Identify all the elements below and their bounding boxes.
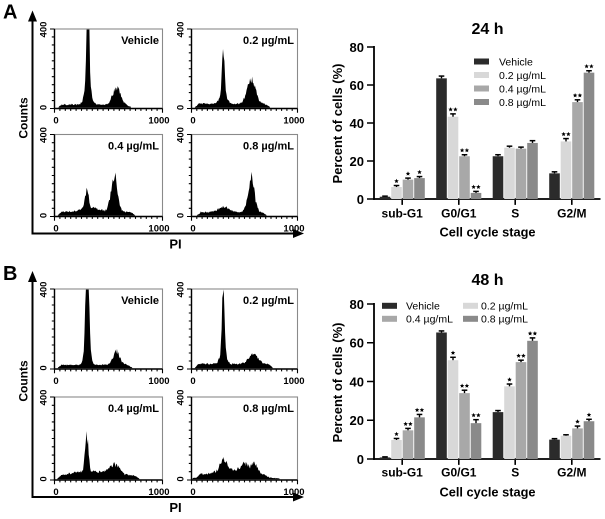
svg-text:400: 400 bbox=[39, 282, 50, 298]
svg-text:0.8 µg/mL: 0.8 µg/mL bbox=[243, 403, 294, 415]
svg-text:0.4 µg/mL: 0.4 µg/mL bbox=[406, 314, 453, 326]
svg-text:0: 0 bbox=[53, 223, 58, 234]
svg-text:20: 20 bbox=[350, 154, 364, 169]
svg-text:0.4 µg/mL: 0.4 µg/mL bbox=[108, 403, 159, 415]
svg-text:0: 0 bbox=[53, 487, 58, 498]
svg-text:Counts: Counts bbox=[17, 97, 31, 139]
svg-text:400: 400 bbox=[39, 390, 50, 406]
svg-text:S: S bbox=[511, 465, 519, 479]
svg-text:0: 0 bbox=[53, 376, 58, 387]
svg-text:1000: 1000 bbox=[148, 115, 169, 126]
svg-text:G2/M: G2/M bbox=[557, 206, 586, 220]
svg-text:400: 400 bbox=[39, 127, 50, 143]
svg-text:0: 0 bbox=[190, 487, 195, 498]
svg-text:0: 0 bbox=[357, 192, 364, 207]
svg-text:0.4 µg/mL: 0.4 µg/mL bbox=[108, 141, 159, 153]
svg-text:400: 400 bbox=[39, 22, 50, 38]
svg-text:40: 40 bbox=[350, 116, 364, 131]
svg-text:Cell cycle stage: Cell cycle stage bbox=[439, 225, 535, 240]
svg-text:0: 0 bbox=[39, 365, 50, 370]
svg-text:80: 80 bbox=[350, 297, 364, 312]
svg-text:0.8 µg/mL: 0.8 µg/mL bbox=[481, 314, 528, 326]
svg-text:400: 400 bbox=[176, 390, 187, 406]
svg-text:Vehicle: Vehicle bbox=[121, 35, 159, 47]
svg-text:0: 0 bbox=[53, 115, 58, 126]
svg-text:1000: 1000 bbox=[283, 487, 304, 498]
svg-text:0.2 µg/mL: 0.2 µg/mL bbox=[499, 70, 546, 82]
svg-text:0.4 µg/mL: 0.4 µg/mL bbox=[499, 83, 546, 95]
svg-text:0.2 µg/mL: 0.2 µg/mL bbox=[481, 301, 528, 313]
svg-text:0: 0 bbox=[190, 115, 195, 126]
svg-text:G0/G1: G0/G1 bbox=[441, 465, 477, 479]
svg-text:1000: 1000 bbox=[148, 223, 169, 234]
svg-text:S: S bbox=[511, 206, 519, 220]
svg-text:60: 60 bbox=[350, 78, 364, 93]
svg-text:0: 0 bbox=[190, 376, 195, 387]
svg-text:PI: PI bbox=[169, 237, 181, 252]
svg-text:Counts: Counts bbox=[17, 360, 31, 402]
svg-text:40: 40 bbox=[350, 374, 364, 389]
svg-text:G2/M: G2/M bbox=[557, 465, 586, 479]
svg-text:0: 0 bbox=[39, 213, 50, 218]
svg-text:400: 400 bbox=[176, 282, 187, 298]
svg-text:1000: 1000 bbox=[148, 487, 169, 498]
svg-text:0.2 µg/mL: 0.2 µg/mL bbox=[243, 295, 294, 307]
svg-text:0: 0 bbox=[176, 365, 187, 370]
svg-text:1000: 1000 bbox=[283, 376, 304, 387]
svg-text:60: 60 bbox=[350, 336, 364, 351]
svg-text:Cell cycle stage: Cell cycle stage bbox=[439, 485, 535, 500]
svg-text:0: 0 bbox=[176, 476, 187, 481]
svg-text:Vehicle: Vehicle bbox=[499, 56, 533, 68]
svg-text:0: 0 bbox=[357, 452, 364, 467]
svg-text:0.8 µg/mL: 0.8 µg/mL bbox=[243, 141, 294, 153]
svg-text:Percent of cells (%): Percent of cells (%) bbox=[330, 323, 345, 443]
svg-text:sub-G1: sub-G1 bbox=[382, 206, 424, 220]
svg-text:PI: PI bbox=[169, 500, 181, 515]
svg-text:Vehicle: Vehicle bbox=[406, 301, 440, 313]
svg-text:0.2 µg/mL: 0.2 µg/mL bbox=[243, 35, 294, 47]
svg-text:1000: 1000 bbox=[283, 223, 304, 234]
svg-text:G0/G1: G0/G1 bbox=[441, 206, 477, 220]
svg-text:400: 400 bbox=[176, 127, 187, 143]
svg-text:80: 80 bbox=[350, 40, 364, 55]
svg-text:A: A bbox=[3, 2, 17, 24]
svg-text:0.8 µg/mL: 0.8 µg/mL bbox=[499, 97, 546, 109]
svg-text:400: 400 bbox=[176, 22, 187, 38]
svg-text:0: 0 bbox=[39, 476, 50, 481]
svg-text:sub-G1: sub-G1 bbox=[382, 465, 424, 479]
svg-text:1000: 1000 bbox=[283, 115, 304, 126]
svg-text:1000: 1000 bbox=[148, 376, 169, 387]
svg-text:0: 0 bbox=[190, 223, 195, 234]
svg-text:0: 0 bbox=[39, 105, 50, 110]
svg-text:0: 0 bbox=[176, 213, 187, 218]
svg-text:Percent of cells (%): Percent of cells (%) bbox=[330, 64, 345, 184]
svg-text:0: 0 bbox=[176, 105, 187, 110]
svg-text:48 h: 48 h bbox=[471, 272, 503, 289]
svg-text:20: 20 bbox=[350, 413, 364, 428]
svg-text:Vehicle: Vehicle bbox=[121, 295, 159, 307]
svg-text:B: B bbox=[3, 263, 17, 285]
svg-text:24 h: 24 h bbox=[471, 21, 503, 38]
